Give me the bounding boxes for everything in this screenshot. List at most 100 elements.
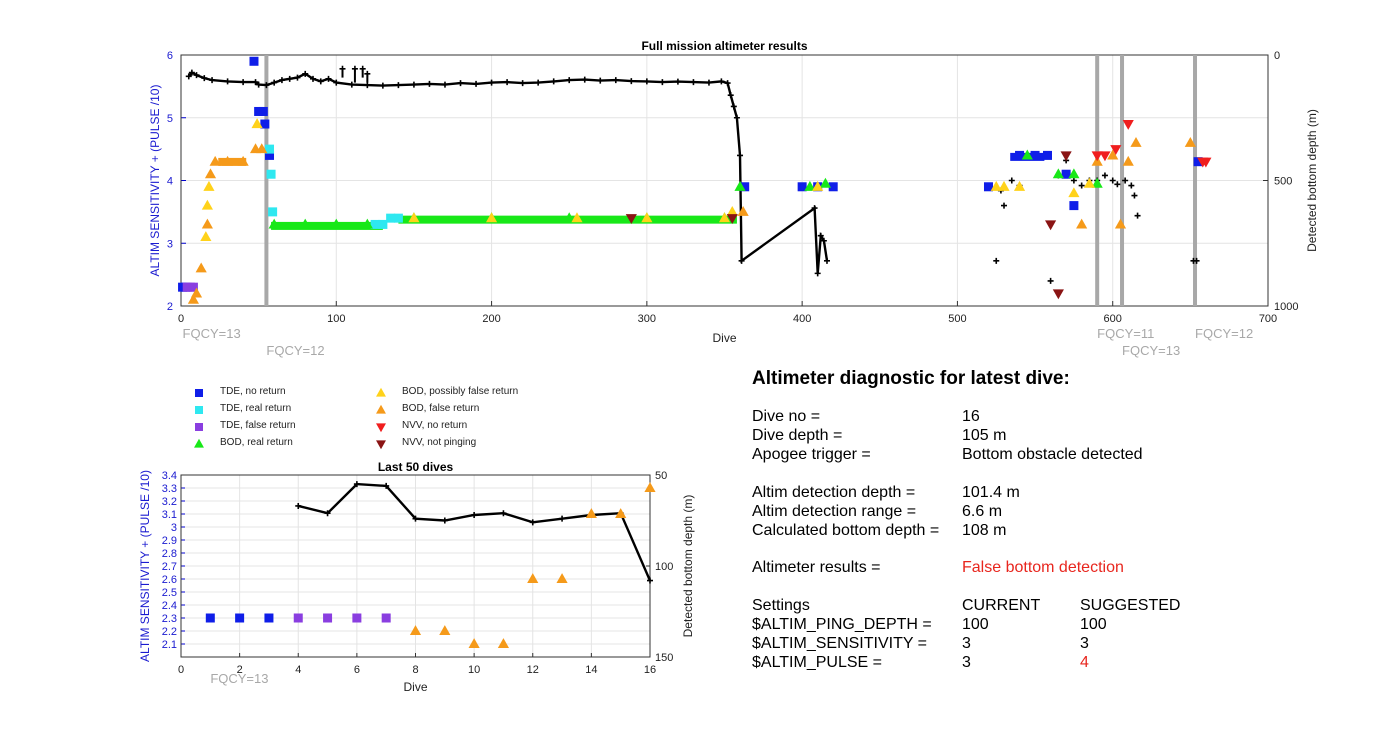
bottom-depth-point: [383, 482, 390, 489]
bottom-depth-point: [473, 80, 480, 87]
bottom-depth-point: [718, 78, 725, 85]
fqcy-label: FQCY=13: [183, 326, 241, 341]
x-tick-label: 300: [638, 313, 656, 325]
y-left-tick-label: 2.3: [162, 613, 177, 625]
bottom-depth-point: [628, 78, 635, 85]
x-tick-label: 600: [1104, 313, 1122, 325]
legend-label: BOD, false return: [402, 403, 480, 414]
bottom-depth-point: [209, 77, 216, 84]
bottom-depth-point: [278, 77, 285, 84]
tde-false-return-marker: [352, 613, 362, 623]
legend-label: NVV, no return: [402, 420, 468, 431]
x-tick-label: 6: [354, 664, 360, 676]
bottom-depth-scatter-point: [1078, 182, 1085, 189]
legend-swatch: [194, 438, 204, 448]
last-chart-xlabel: Dive: [403, 680, 427, 694]
bottom-depth-scatter-point: [1114, 181, 1121, 188]
bottom-depth-point: [559, 515, 566, 522]
tde-real-return-marker: [386, 213, 396, 223]
bod-false-return-marker: [187, 293, 200, 304]
legend-label: BOD, real return: [220, 437, 293, 448]
bottom-depth-point: [240, 79, 247, 86]
y-left-tick-label: 5: [167, 113, 173, 125]
bottom-depth-point: [488, 79, 495, 86]
y-left-tick-label: 2.7: [162, 561, 177, 573]
tde-false-return-marker: [188, 282, 198, 292]
bottom-depth-point: [426, 80, 433, 87]
nvv-no-return-marker: [1091, 151, 1103, 162]
bottom-depth-point: [379, 82, 386, 89]
bottom-depth-scatter-point: [1101, 172, 1108, 179]
bod-real-return-marker: [563, 212, 575, 223]
y-left-tick-label: 2.9: [162, 535, 177, 547]
legend-swatch: [195, 389, 203, 397]
bottom-depth-point: [201, 75, 208, 82]
fqcy-change-line: [264, 55, 269, 306]
bottom-depth-point: [659, 79, 666, 86]
y-left-tick-label: 2.5: [162, 587, 177, 599]
bottom-depth-point: [737, 152, 744, 159]
tde-no-return-marker: [1015, 150, 1025, 160]
last-chart-ylabel-right: Detected bottom depth (m): [681, 495, 695, 638]
legend-swatch: [376, 404, 386, 414]
y-left-tick-label: 2.8: [162, 548, 177, 560]
tde-no-return-marker: [235, 613, 245, 623]
bod-false-return-marker: [1114, 218, 1127, 229]
tde-false-return-marker: [293, 613, 303, 623]
tde-no-return-marker: [254, 106, 264, 116]
bottom-depth-scatter-point: [1070, 177, 1077, 184]
tde-no-return-marker: [258, 106, 268, 116]
bod-false-return-marker: [195, 262, 207, 273]
x-tick-label: 0: [178, 664, 184, 676]
legend-marker: [195, 406, 203, 414]
legend-marker: [195, 389, 203, 397]
bottom-depth-point: [727, 92, 734, 99]
bottom-depth-point: [811, 205, 818, 212]
main-chart-ylabel-right: Detected bottom depth (m): [1305, 109, 1319, 252]
bod-possibly-false-return-marker: [571, 212, 583, 223]
legend-swatch: [195, 406, 203, 414]
y-left-tick-label: 2.2: [162, 626, 177, 638]
suggested-pulse-value: 4: [1080, 654, 1089, 671]
bod-false-return-marker: [1076, 218, 1088, 229]
main-chart-ylabel-left: ALTIM SENSITIVITY + (PULSE /10): [148, 85, 162, 277]
bottom-depth-point: [820, 237, 827, 244]
bod-possibly-false-return-marker: [485, 212, 498, 223]
tde-no-return-marker: [265, 150, 275, 160]
legend-marker: [376, 423, 386, 433]
tde-real-return-marker: [268, 207, 278, 217]
bod-false-return-marker: [201, 218, 213, 229]
bottom-depth-point: [705, 79, 712, 86]
y-left-tick-label: 6: [167, 50, 173, 62]
y-left-tick-label: 3: [171, 522, 177, 534]
bod-real-return-marker: [330, 218, 342, 229]
full-mission-chart: 0 100 200 300 400 500 600 700 2 3 4 5 6 0 500 1000 Full …: [148, 39, 1319, 358]
x-tick-label: 16: [644, 664, 656, 676]
fqcy-label: FQCY=13: [1122, 343, 1180, 358]
legend-swatch: [376, 440, 386, 450]
x-tick-label: 2: [237, 664, 243, 676]
bod-possibly-false-return-marker: [1013, 180, 1026, 191]
bottom-depth-point: [519, 80, 526, 87]
altimeter-result-status: False bottom detection: [962, 559, 1124, 576]
x-tick-label: 100: [327, 313, 345, 325]
bottom-depth-point: [441, 517, 448, 524]
y-left-tick-label: 3.3: [162, 483, 177, 495]
legend-marker: [194, 438, 204, 448]
bod-real-return-marker: [1021, 149, 1033, 160]
bod-possibly-false-return-marker: [726, 206, 738, 216]
nvv-no-return-marker: [1099, 151, 1111, 162]
legend-swatch: [376, 423, 386, 433]
bottom-depth-scatter-point: [1109, 177, 1116, 184]
tde-real-return-marker: [370, 219, 380, 229]
y-left-tick-label: 2.6: [162, 574, 177, 586]
bottom-depth-point: [255, 81, 262, 88]
nvv-not-pinging-marker: [625, 214, 637, 224]
main-chart-title: Full mission altimeter results: [641, 39, 807, 53]
bod-real-return-marker: [1052, 168, 1064, 179]
bottom-depth-point: [302, 70, 309, 77]
fqcy-label: FQCY=12: [1195, 326, 1253, 341]
bottom-depth-scatter-point: [1134, 212, 1141, 219]
bottom-depth-scatter-point: [1047, 277, 1054, 284]
bod-false-return-marker: [190, 287, 203, 298]
